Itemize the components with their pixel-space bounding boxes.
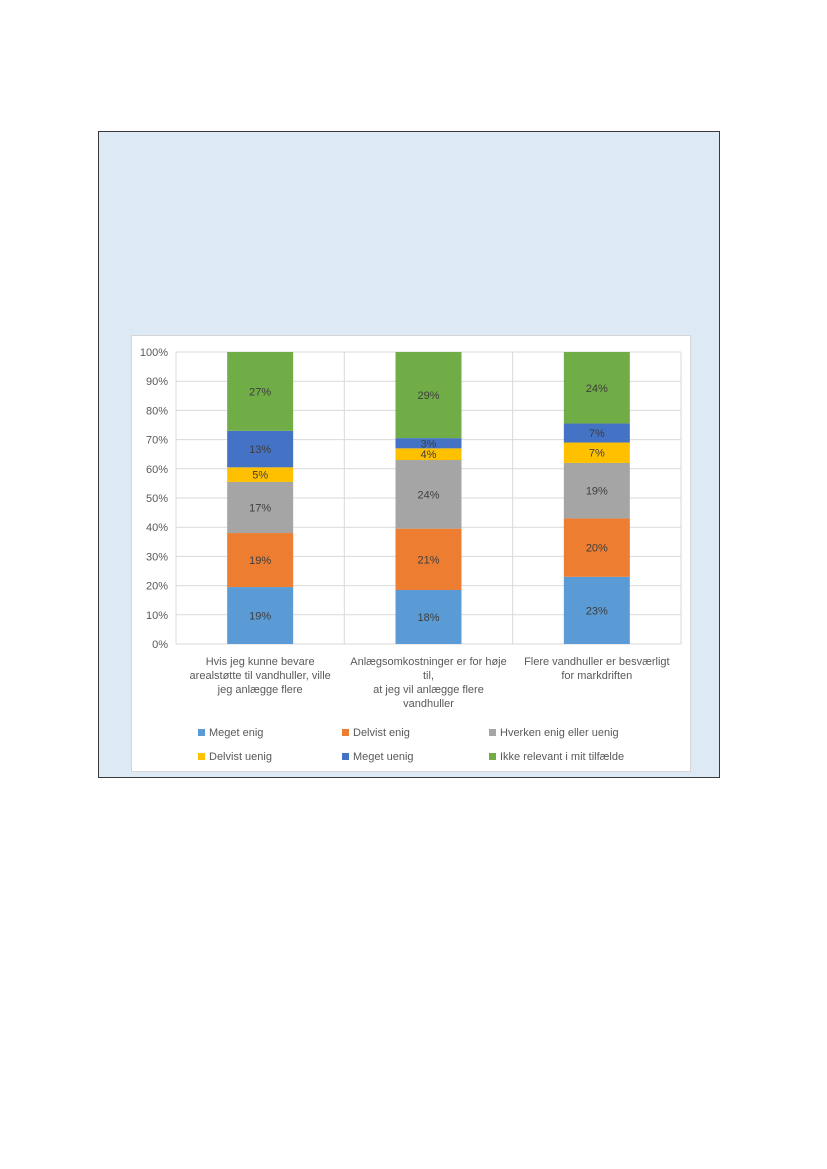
- legend-swatch: [198, 729, 205, 736]
- category-label: arealstøtte til vandhuller, ville: [190, 670, 331, 682]
- y-tick-label: 80%: [146, 405, 168, 417]
- legend-label: Hverken enig eller uenig: [500, 727, 619, 739]
- legend-label: Meget uenig: [353, 751, 414, 763]
- stacked-bar-chart: 0% 10% 20% 30% 40% 50% 60% 70% 80% 90% 100% 19% 19% 1…: [140, 347, 682, 763]
- data-label: 29%: [417, 390, 439, 402]
- legend-swatch: [342, 729, 349, 736]
- bar-segment: [563, 518, 630, 577]
- data-label: 5%: [252, 470, 268, 482]
- y-tick-label: 50%: [146, 493, 168, 505]
- bar-segment: [227, 430, 294, 468]
- category-label: at jeg vil anlægge flere: [373, 684, 484, 696]
- category-label: Anlægsomkostninger er for høje: [350, 656, 507, 668]
- bar-segment: [227, 467, 294, 482]
- data-label: 24%: [586, 383, 608, 395]
- y-tick-label: 10%: [146, 610, 168, 622]
- bar-segment: [227, 352, 294, 431]
- bar-segment: [395, 352, 462, 439]
- bar-segment: [395, 438, 462, 449]
- y-tick-label: 60%: [146, 464, 168, 476]
- legend-label: Delvist uenig: [209, 751, 272, 763]
- bar-segment: [563, 462, 630, 519]
- data-label: 3%: [421, 438, 437, 450]
- bar-segment: [395, 528, 462, 590]
- category-label: Hvis jeg kunne bevare: [206, 656, 315, 668]
- category-label: jeg anlægge flere: [217, 684, 303, 696]
- legend-swatch: [198, 753, 205, 760]
- category-label: for markdriften: [561, 670, 632, 682]
- chart-area: 0% 10% 20% 30% 40% 50% 60% 70% 80% 90% 100% 19% 19% 1…: [131, 335, 691, 772]
- legend-swatch: [489, 729, 496, 736]
- data-label: 7%: [589, 428, 605, 440]
- category-label: vandhuller: [403, 698, 454, 710]
- y-tick-label: 100%: [140, 347, 168, 359]
- bar-segment: [395, 448, 462, 461]
- bar-segment: [563, 352, 630, 424]
- bar-segment: [227, 587, 294, 644]
- legend-swatch: [489, 753, 496, 760]
- data-label: 27%: [249, 386, 271, 398]
- bar-segment: [227, 481, 294, 534]
- bar-segment: [395, 460, 462, 529]
- data-label: 20%: [586, 543, 608, 555]
- bar-segment: [227, 533, 294, 588]
- bar-segment: [563, 442, 630, 463]
- data-label: 4%: [421, 449, 437, 461]
- data-label: 13%: [249, 444, 271, 456]
- legend-label: Delvist enig: [353, 727, 410, 739]
- y-tick-label: 30%: [146, 551, 168, 563]
- data-label: 21%: [417, 554, 439, 566]
- bar-segment: [563, 423, 630, 443]
- data-label: 19%: [249, 611, 271, 623]
- y-tick-label: 0%: [152, 639, 168, 651]
- y-tick-label: 40%: [146, 522, 168, 534]
- data-label: 24%: [417, 489, 439, 501]
- legend-label: Ikke relevant i mit tilfælde: [500, 751, 624, 763]
- y-tick-label: 90%: [146, 376, 168, 388]
- legend-label: Meget enig: [209, 727, 263, 739]
- data-label: 23%: [586, 605, 608, 617]
- data-label: 7%: [589, 448, 605, 460]
- bar-segment: [563, 576, 630, 644]
- y-tick-label: 20%: [146, 581, 168, 593]
- data-label: 19%: [586, 486, 608, 498]
- category-label: Flere vandhuller er besværligt: [524, 656, 670, 668]
- category-label: til,: [423, 670, 434, 682]
- legend-swatch: [342, 753, 349, 760]
- data-label: 18%: [417, 612, 439, 624]
- data-label: 17%: [249, 502, 271, 514]
- y-tick-label: 70%: [146, 435, 168, 447]
- data-label: 19%: [249, 555, 271, 567]
- bar-segment: [395, 589, 462, 644]
